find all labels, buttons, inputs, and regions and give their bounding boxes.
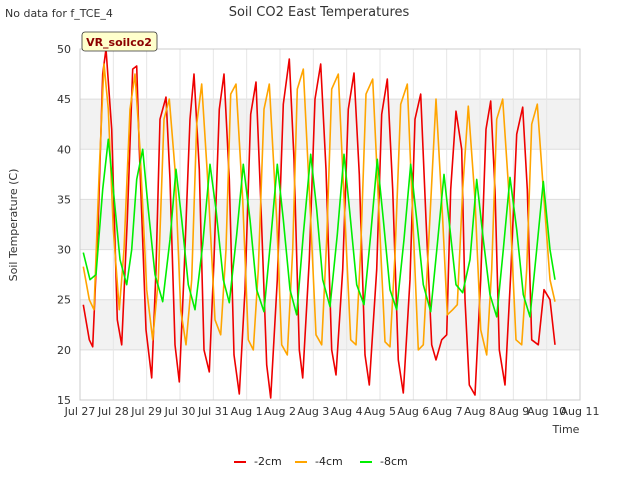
x-tick-label: Aug 5	[364, 405, 396, 418]
legend: -2cm -4cm -8cm	[234, 455, 408, 468]
chart-title: Soil CO2 East Temperatures	[229, 5, 410, 20]
x-tick-label: Aug 8	[464, 405, 496, 418]
y-tick-label: 15	[57, 394, 71, 407]
y-axis-ticks: 15 20 25 30 35 40 45 50	[57, 43, 71, 407]
x-tick-label: Jul 31	[197, 405, 229, 418]
y-axis-label: Soil Temperature (C)	[7, 169, 20, 282]
x-tick-label: Aug 10	[527, 405, 566, 418]
legend-item: -4cm	[295, 455, 343, 468]
x-tick-label: Jul 27	[64, 405, 96, 418]
site-label: VR_soilco2	[86, 36, 152, 49]
no-data-note: No data for f_TCE_4	[5, 7, 113, 20]
y-tick-label: 20	[57, 344, 71, 357]
legend-label: -4cm	[315, 455, 343, 468]
legend-label: -2cm	[254, 455, 282, 468]
y-tick-label: 35	[57, 193, 71, 206]
x-tick-label: Aug 6	[397, 405, 429, 418]
x-tick-label: Aug 4	[331, 405, 363, 418]
x-tick-label: Aug 1	[231, 405, 263, 418]
plot-area	[79, 48, 581, 401]
legend-item: -2cm	[234, 455, 282, 468]
series-line-8cmcm	[82, 138, 556, 318]
legend-label: -8cm	[380, 455, 408, 468]
y-tick-label: 25	[57, 294, 71, 307]
x-axis-label: Time	[552, 423, 580, 436]
x-axis-ticks: Jul 27 Jul 28 Jul 29 Jul 30 Jul 31 Aug 1 Aug 2…	[64, 405, 600, 418]
series-line-2cmcm	[82, 48, 556, 399]
site-label-box: VR_soilco2	[81, 31, 158, 52]
x-tick-label: Jul 30	[164, 405, 196, 418]
y-tick-label: 50	[57, 43, 71, 56]
x-tick-label: Jul 29	[130, 405, 162, 418]
x-tick-label: Aug 11	[561, 405, 600, 418]
y-tick-label: 30	[57, 244, 71, 257]
y-tick-label: 45	[57, 93, 71, 106]
legend-item: -8cm	[360, 455, 408, 468]
x-tick-label: Aug 3	[297, 405, 329, 418]
x-tick-label: Aug 2	[264, 405, 296, 418]
x-tick-label: Aug 7	[431, 405, 463, 418]
series-lines	[82, 48, 556, 399]
x-tick-label: Aug 9	[497, 405, 529, 418]
y-tick-label: 40	[57, 143, 71, 156]
x-tick-label: Jul 28	[97, 405, 129, 418]
